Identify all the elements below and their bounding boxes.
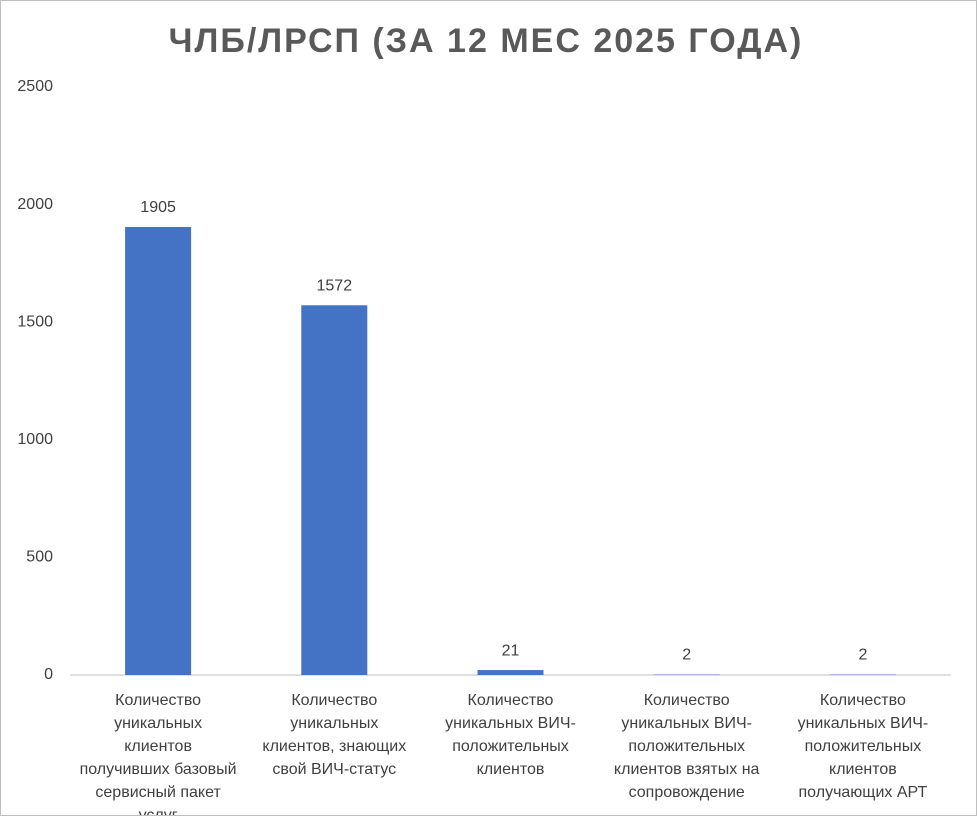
value-label: 2	[858, 647, 867, 664]
bar	[125, 226, 192, 675]
value-label: 2	[682, 647, 691, 664]
value-label: 1905	[140, 199, 176, 216]
bar	[477, 670, 544, 675]
value-label: 21	[502, 642, 520, 659]
x-tick-label: Количество уникальных клиентов получивши…	[79, 692, 237, 816]
x-tick-label: Количество уникальных ВИЧ-положительных …	[797, 692, 929, 801]
chart-title: ЧЛБ/ЛРСП (ЗА 12 МЕС 2025 ГОДА)	[169, 22, 804, 60]
bar	[301, 305, 368, 675]
y-tick-label: 2000	[17, 196, 53, 213]
value-label: 1572	[317, 277, 353, 294]
y-tick-label: 2500	[17, 78, 53, 95]
y-tick-label: 1500	[17, 313, 53, 330]
x-tick-label: Количество уникальных ВИЧ-положительных …	[445, 692, 576, 778]
y-tick-label: 500	[26, 549, 53, 566]
y-tick-label: 1000	[17, 431, 53, 448]
y-tick-label: 0	[44, 666, 53, 683]
x-tick-label: Количество уникальных ВИЧ-положительных …	[613, 692, 760, 801]
x-tick-label: Количество уникальных клиентов, знающих …	[262, 692, 407, 778]
